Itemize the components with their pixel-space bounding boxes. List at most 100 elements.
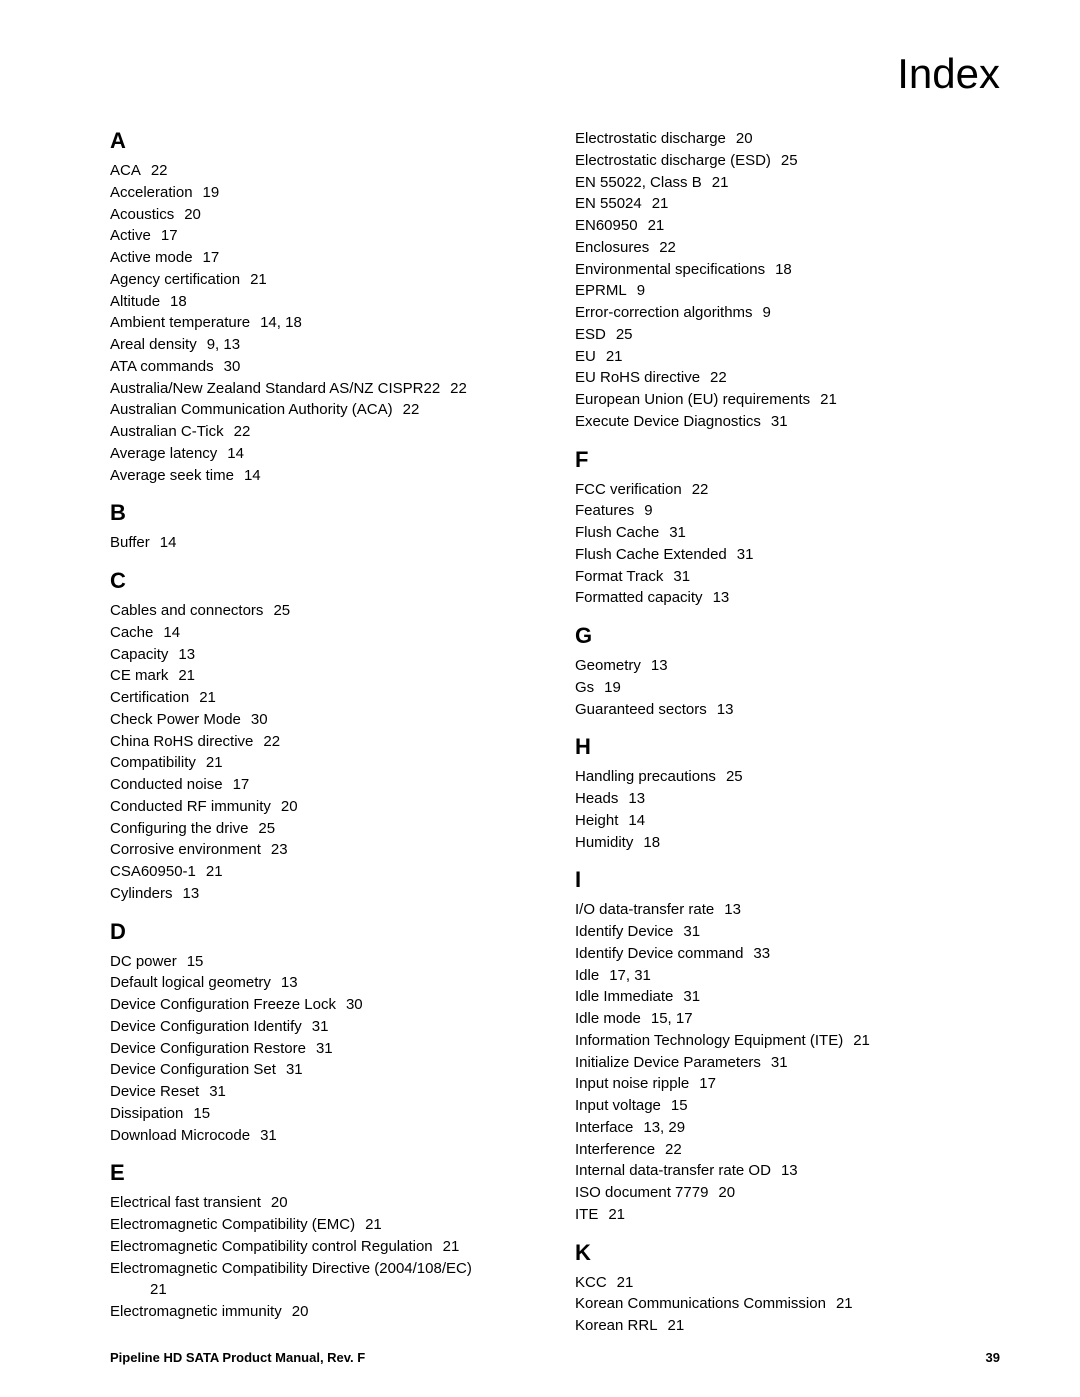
index-entry-pages: 31 (316, 1040, 333, 1057)
index-entry-term: Average latency (110, 445, 217, 462)
index-entry: Features 9 (575, 500, 1000, 522)
index-entry-pages: 31 (771, 413, 788, 430)
index-entry-pages: 21 (617, 1274, 634, 1291)
index-entry: European Union (EU) requirements21 (575, 389, 1000, 411)
index-entry-pages: 9 (644, 502, 652, 519)
index-entry-term: EPRML (575, 282, 627, 299)
index-entry-pages: 31 (683, 923, 700, 940)
index-entry-term: Ambient temperature (110, 314, 250, 331)
index-entry-term: Features (575, 502, 634, 519)
index-entry-term: EN 55024 (575, 195, 642, 212)
index-entry-term: Handling precautions (575, 768, 716, 785)
index-entry-term: Australian Communication Authority (ACA) (110, 401, 393, 418)
index-entry: Idle Immediate31 (575, 986, 1000, 1008)
index-entry-pages: 13, 29 (643, 1119, 685, 1136)
index-entry-term: Active (110, 227, 151, 244)
index-entry-pages: 21 (443, 1238, 460, 1255)
index-entry-term: China RoHS directive (110, 733, 253, 750)
index-entry-term: Gs (575, 679, 594, 696)
index-entry-pages: 23 (271, 841, 288, 858)
index-entry-term: Device Configuration Freeze Lock (110, 996, 336, 1013)
index-entry-pages: 13 (281, 974, 298, 991)
index-entry-term: Idle mode (575, 1010, 641, 1027)
index-entry-pages: 25 (781, 152, 798, 169)
index-entry: Cables and connectors25 (110, 600, 535, 622)
index-entry: Australia/New Zealand Standard AS/NZ CIS… (110, 378, 535, 400)
index-entry: Enclosures22 (575, 237, 1000, 259)
index-entry-pages: 21 (820, 391, 837, 408)
index-entry-pages: 14 (160, 534, 177, 551)
index-entry: EPRML9 (575, 280, 1000, 302)
index-entry-pages: 20 (718, 1184, 735, 1201)
index-entry: ITE21 (575, 1204, 1000, 1226)
index-entry-term: Interference (575, 1141, 655, 1158)
index-entry-pages: 20 (736, 130, 753, 147)
index-entry-term: Device Configuration Set (110, 1061, 276, 1078)
index-entry-pages: 31 (771, 1054, 788, 1071)
index-entry: Ambient temperature 14, 18 (110, 312, 535, 334)
index-entry-term: Check Power Mode (110, 711, 241, 728)
index-entry: KCC21 (575, 1272, 1000, 1294)
index-entry: Internal data-transfer rate OD13 (575, 1160, 1000, 1182)
index-entry-pages: 17 (699, 1075, 716, 1092)
index-entry-term: Input noise ripple (575, 1075, 689, 1092)
index-entry-pages: 15 (187, 953, 204, 970)
index-entry: CSA60950-121 (110, 861, 535, 883)
index-entry-pages: 22 (263, 733, 280, 750)
index-entry-term: Identify Device (575, 923, 673, 940)
index-entry-term: Agency certification (110, 271, 240, 288)
index-entry-pages: 14, 18 (260, 314, 302, 331)
index-entry-term: Heads (575, 790, 618, 807)
index-entry-pages: 20 (292, 1303, 309, 1320)
index-entry-term: Korean RRL (575, 1317, 658, 1334)
index-entry-term: Active mode (110, 249, 193, 266)
index-entry-term: Flush Cache Extended (575, 546, 727, 563)
index-entry: Active17 (110, 225, 535, 247)
index-entry: DC power15 (110, 951, 535, 973)
index-entry-pages: 20 (281, 798, 298, 815)
footer-page-number: 39 (986, 1350, 1000, 1365)
index-entry-pages: 22 (450, 380, 467, 397)
index-section-letter: C (110, 568, 535, 594)
index-entry: Electrostatic discharge20 (575, 128, 1000, 150)
index-entry-term: Humidity (575, 834, 633, 851)
index-entry: Average seek time14 (110, 465, 535, 487)
index-entry: Altitude18 (110, 291, 535, 313)
index-entry-term: Flush Cache (575, 524, 659, 541)
index-entry-pages: 21 (668, 1317, 685, 1334)
index-entry-term: Error-correction algorithms (575, 304, 753, 321)
index-entry-pages: 19 (203, 184, 220, 201)
index-entry: Electromagnetic Compatibility (EMC)21 (110, 1214, 535, 1236)
index-entry-term: ITE (575, 1206, 598, 1223)
index-entry-term: Device Configuration Restore (110, 1040, 306, 1057)
index-entry-pages: 13 (178, 646, 195, 663)
index-entry-pages: 21 (606, 348, 623, 365)
index-entry-pages: 31 (673, 568, 690, 585)
index-entry: Electrostatic discharge (ESD) 25 (575, 150, 1000, 172)
index-entry-term: Environmental specifications (575, 261, 765, 278)
index-entry-term: Electrostatic discharge (ESD) (575, 152, 771, 169)
index-entry-term: Interface (575, 1119, 633, 1136)
index-entry-term: CE mark (110, 667, 168, 684)
index-entry: Device Configuration Identify31 (110, 1016, 535, 1038)
index-entry: Error-correction algorithms9 (575, 302, 1000, 324)
index-entry: Interface 13, 29 (575, 1117, 1000, 1139)
index-entry: Idle17, 31 (575, 965, 1000, 987)
index-entry: Active mode 17 (110, 247, 535, 269)
index-entry-pages: 17 (203, 249, 220, 266)
index-entry-term: Acoustics (110, 206, 174, 223)
index-entry: EU RoHS directive22 (575, 367, 1000, 389)
index-entry: ESD25 (575, 324, 1000, 346)
index-entry-term: Cache (110, 624, 153, 641)
index-entry-term: Buffer (110, 534, 150, 551)
index-entry-term: Initialize Device Parameters (575, 1054, 761, 1071)
index-entry-pages: 22 (710, 369, 727, 386)
index-entry-pages: 25 (273, 602, 290, 619)
index-entry-term: Internal data-transfer rate OD (575, 1162, 771, 1179)
index-entry-term: FCC verification (575, 481, 682, 498)
index-entry-pages: 30 (346, 996, 363, 1013)
index-entry: Handling precautions25 (575, 766, 1000, 788)
index-entry: Korean Communications Commission21 (575, 1293, 1000, 1315)
index-entry-pages: 21 (178, 667, 195, 684)
page-title: Index (110, 50, 1000, 98)
